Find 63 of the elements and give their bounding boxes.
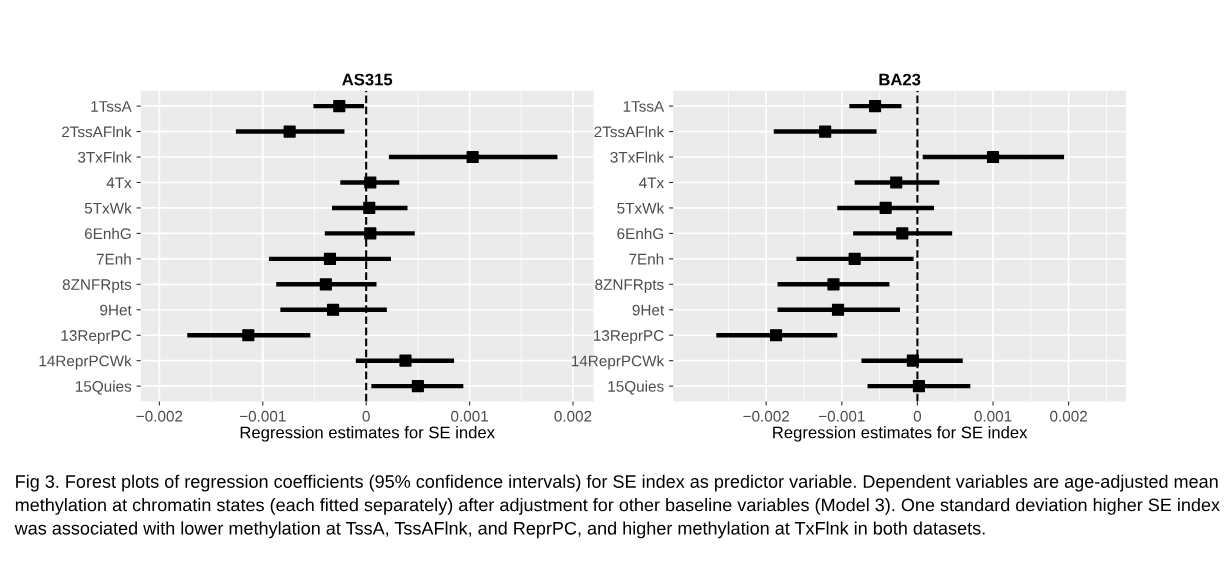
y-tick-label: 14ReprPCWk bbox=[39, 355, 132, 370]
y-tick-label: 7Enh bbox=[629, 253, 664, 265]
y-tick-label: 7Enh bbox=[96, 253, 131, 265]
x-axis-title: Regression estimates for SE index bbox=[240, 426, 495, 442]
y-tick-label: 15Quies bbox=[76, 380, 132, 395]
point bbox=[319, 278, 332, 291]
x-tick-label: −0.001 bbox=[818, 410, 865, 422]
y-tick-label: 3TxFlnk bbox=[610, 151, 665, 163]
point bbox=[827, 278, 840, 291]
y-tick-label: 1TssA bbox=[623, 101, 665, 112]
x-tick-label: 0.001 bbox=[451, 410, 488, 422]
point bbox=[399, 354, 412, 367]
point bbox=[879, 201, 892, 215]
x-tick-label: −0.001 bbox=[239, 410, 286, 422]
x-axis-title: Regression estimates for SE index bbox=[773, 426, 1028, 442]
point bbox=[363, 201, 376, 215]
y-tick-label: 2TssAFlnk bbox=[62, 126, 132, 138]
chart-title: AS315 bbox=[342, 73, 393, 86]
chart-title: BA23 bbox=[879, 73, 921, 86]
y-tick-label: 4Tx bbox=[106, 177, 132, 189]
y-tick-label: 8ZNFRpts bbox=[595, 279, 664, 294]
y-tick-label: 8ZNFRpts bbox=[62, 279, 132, 294]
point bbox=[986, 150, 1000, 164]
y-tick-label: 13ReprPC bbox=[61, 330, 132, 344]
y-tick-label: 13ReprPC bbox=[594, 330, 664, 344]
x-tick-label: 0.002 bbox=[1050, 410, 1087, 422]
point bbox=[890, 176, 903, 189]
point bbox=[411, 380, 424, 393]
point bbox=[819, 125, 832, 138]
y-tick-label: 3TxFlnk bbox=[77, 151, 132, 163]
y-tick-label: 6EnhG bbox=[84, 227, 131, 240]
y-tick-label: 6EnhG bbox=[617, 227, 664, 240]
y-tick-label: 15Quies bbox=[608, 380, 664, 395]
point bbox=[364, 176, 377, 189]
x-tick-label: −0.002 bbox=[136, 410, 183, 422]
point bbox=[906, 354, 919, 367]
point bbox=[848, 252, 861, 265]
x-tick-label: 0.001 bbox=[974, 410, 1012, 422]
x-tick-label: 0 bbox=[362, 410, 370, 422]
point bbox=[283, 125, 296, 138]
x-tick-label: 0.002 bbox=[554, 410, 592, 422]
y-tick-label: 5TxWk bbox=[617, 202, 665, 214]
y-tick-label: 1TssA bbox=[91, 101, 132, 112]
caption: Fig 3. Forest plots of regression coefficients (95% confidence intervals) for SE index as predictor variable. Dependent variables are age-adjusted mean methylation at chromatin states (each fitted separately) after adjustment for other baseline variables (Model 3). One standard deviation higher SE index was associated with lower methylation at TssA, TssAFlnk, and ReprPC, and higher methylation at TxFlnk in both datasets. bbox=[14, 474, 1220, 539]
point bbox=[868, 100, 882, 113]
y-tick-label: 5TxWk bbox=[84, 202, 132, 214]
point bbox=[912, 380, 925, 393]
point bbox=[466, 150, 479, 164]
y-tick-label: 9Het bbox=[632, 304, 665, 316]
y-tick-label: 9Het bbox=[100, 304, 132, 316]
point bbox=[831, 303, 845, 316]
point bbox=[896, 227, 909, 240]
point bbox=[333, 100, 346, 113]
x-tick-label: −0.002 bbox=[743, 410, 790, 422]
y-tick-label: 2TssAFlnk bbox=[594, 126, 665, 138]
x-tick-label: 0 bbox=[913, 410, 922, 422]
point bbox=[242, 329, 255, 342]
point bbox=[769, 329, 783, 342]
y-tick-label: 14ReprPCWk bbox=[571, 355, 665, 370]
point bbox=[323, 252, 337, 265]
point bbox=[364, 227, 377, 240]
point bbox=[327, 303, 340, 316]
y-tick-label: 4Tx bbox=[639, 177, 665, 189]
